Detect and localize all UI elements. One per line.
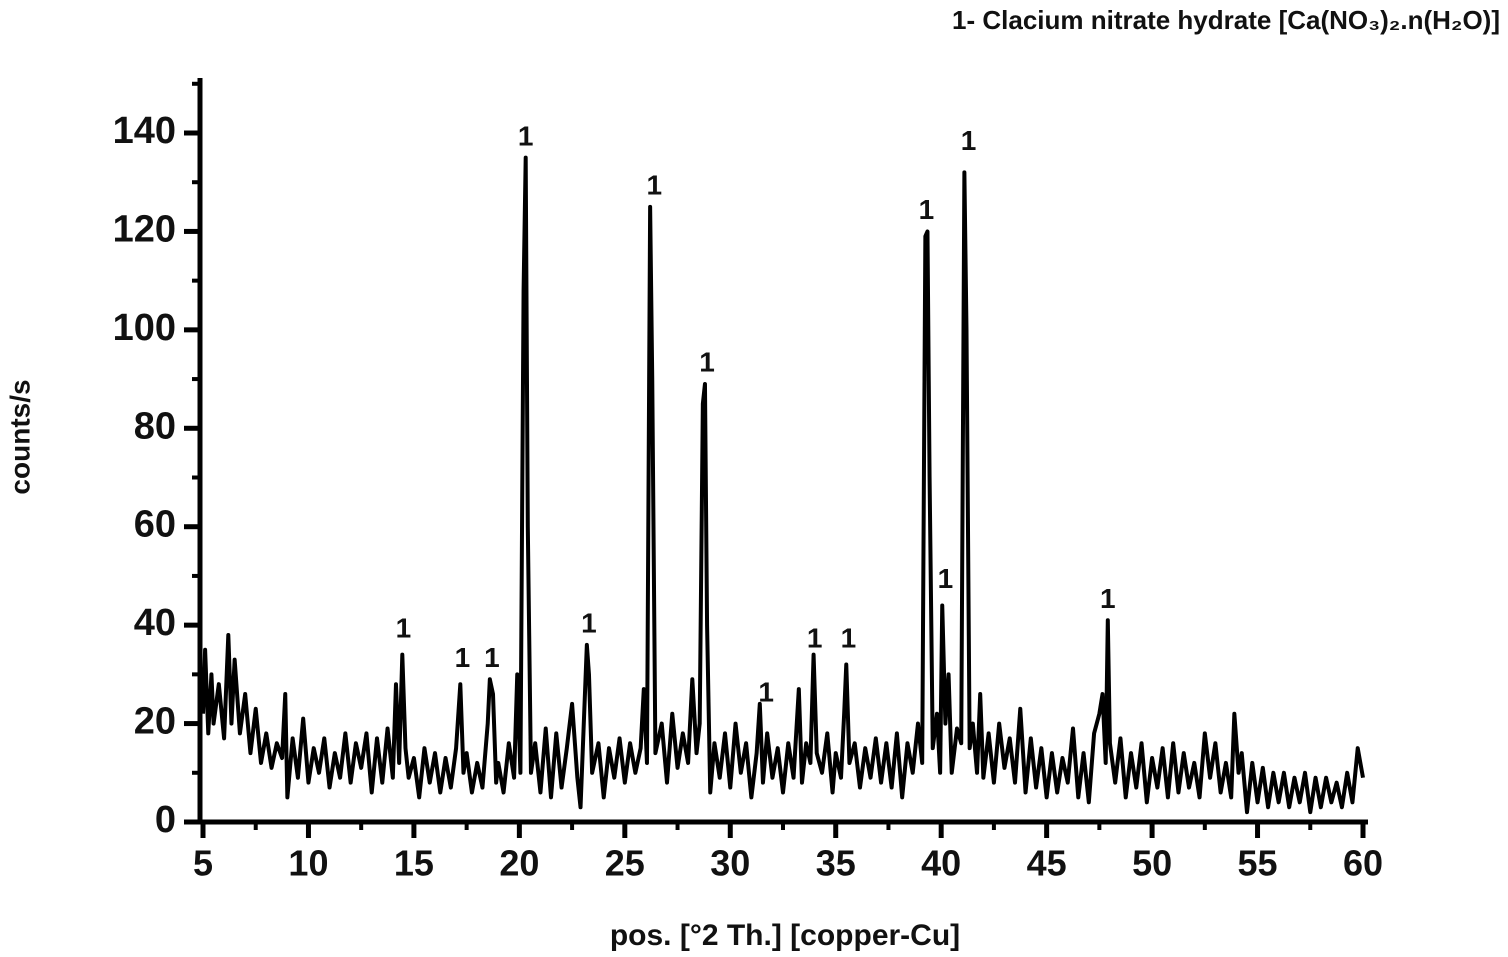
y-tick-label: 20 (134, 701, 176, 743)
peak-label: 1 (518, 120, 534, 151)
peak-label: 1 (455, 642, 471, 673)
peak-label: 1 (581, 608, 597, 639)
x-tick-label: 40 (921, 843, 961, 884)
y-tick-label: 100 (113, 307, 176, 349)
y-tick-label: 60 (134, 504, 176, 546)
chart-title: 1- Clacium nitrate hydrate [Ca(NO₃)₂.n(H… (952, 5, 1500, 35)
y-tick-label: 80 (134, 405, 176, 447)
x-tick-label: 55 (1238, 843, 1278, 884)
peak-label: 1 (961, 125, 977, 156)
y-tick-label: 40 (134, 602, 176, 644)
peak-label: 1 (758, 676, 774, 707)
peak-label: 1 (484, 642, 500, 673)
peak-label: 1 (699, 347, 715, 378)
x-tick-label: 60 (1343, 843, 1383, 884)
x-tick-label: 35 (816, 843, 856, 884)
peak-label: 1 (919, 194, 935, 225)
data-line (201, 155, 1365, 815)
peak-label: 1 (1100, 583, 1116, 614)
x-tick-label: 45 (1027, 843, 1067, 884)
peak-label: 1 (841, 622, 857, 653)
peak-label: 1 (938, 563, 954, 594)
peak-label: 1 (396, 612, 412, 643)
y-tick-label: 0 (155, 799, 176, 841)
x-tick-label: 15 (394, 843, 434, 884)
y-tick-label: 120 (113, 208, 176, 250)
x-tick-label: 5 (193, 843, 213, 884)
x-tick-label: 10 (288, 843, 328, 884)
y-axis-label: counts/s (4, 379, 35, 494)
peak-label: 1 (807, 622, 823, 653)
x-tick-label: 30 (710, 843, 750, 884)
y-tick-label: 140 (113, 110, 176, 152)
x-tick-label: 50 (1132, 843, 1172, 884)
peak-label: 1 (647, 170, 663, 201)
x-axis-label: pos. [°2 Th.] [copper-Cu] (610, 919, 960, 952)
x-tick-label: 20 (499, 843, 539, 884)
x-tick-label: 25 (605, 843, 645, 884)
